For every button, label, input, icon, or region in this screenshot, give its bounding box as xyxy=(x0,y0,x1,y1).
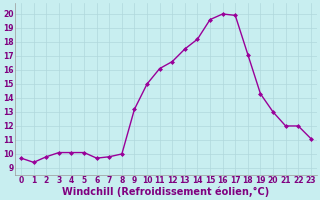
X-axis label: Windchill (Refroidissement éolien,°C): Windchill (Refroidissement éolien,°C) xyxy=(62,187,269,197)
